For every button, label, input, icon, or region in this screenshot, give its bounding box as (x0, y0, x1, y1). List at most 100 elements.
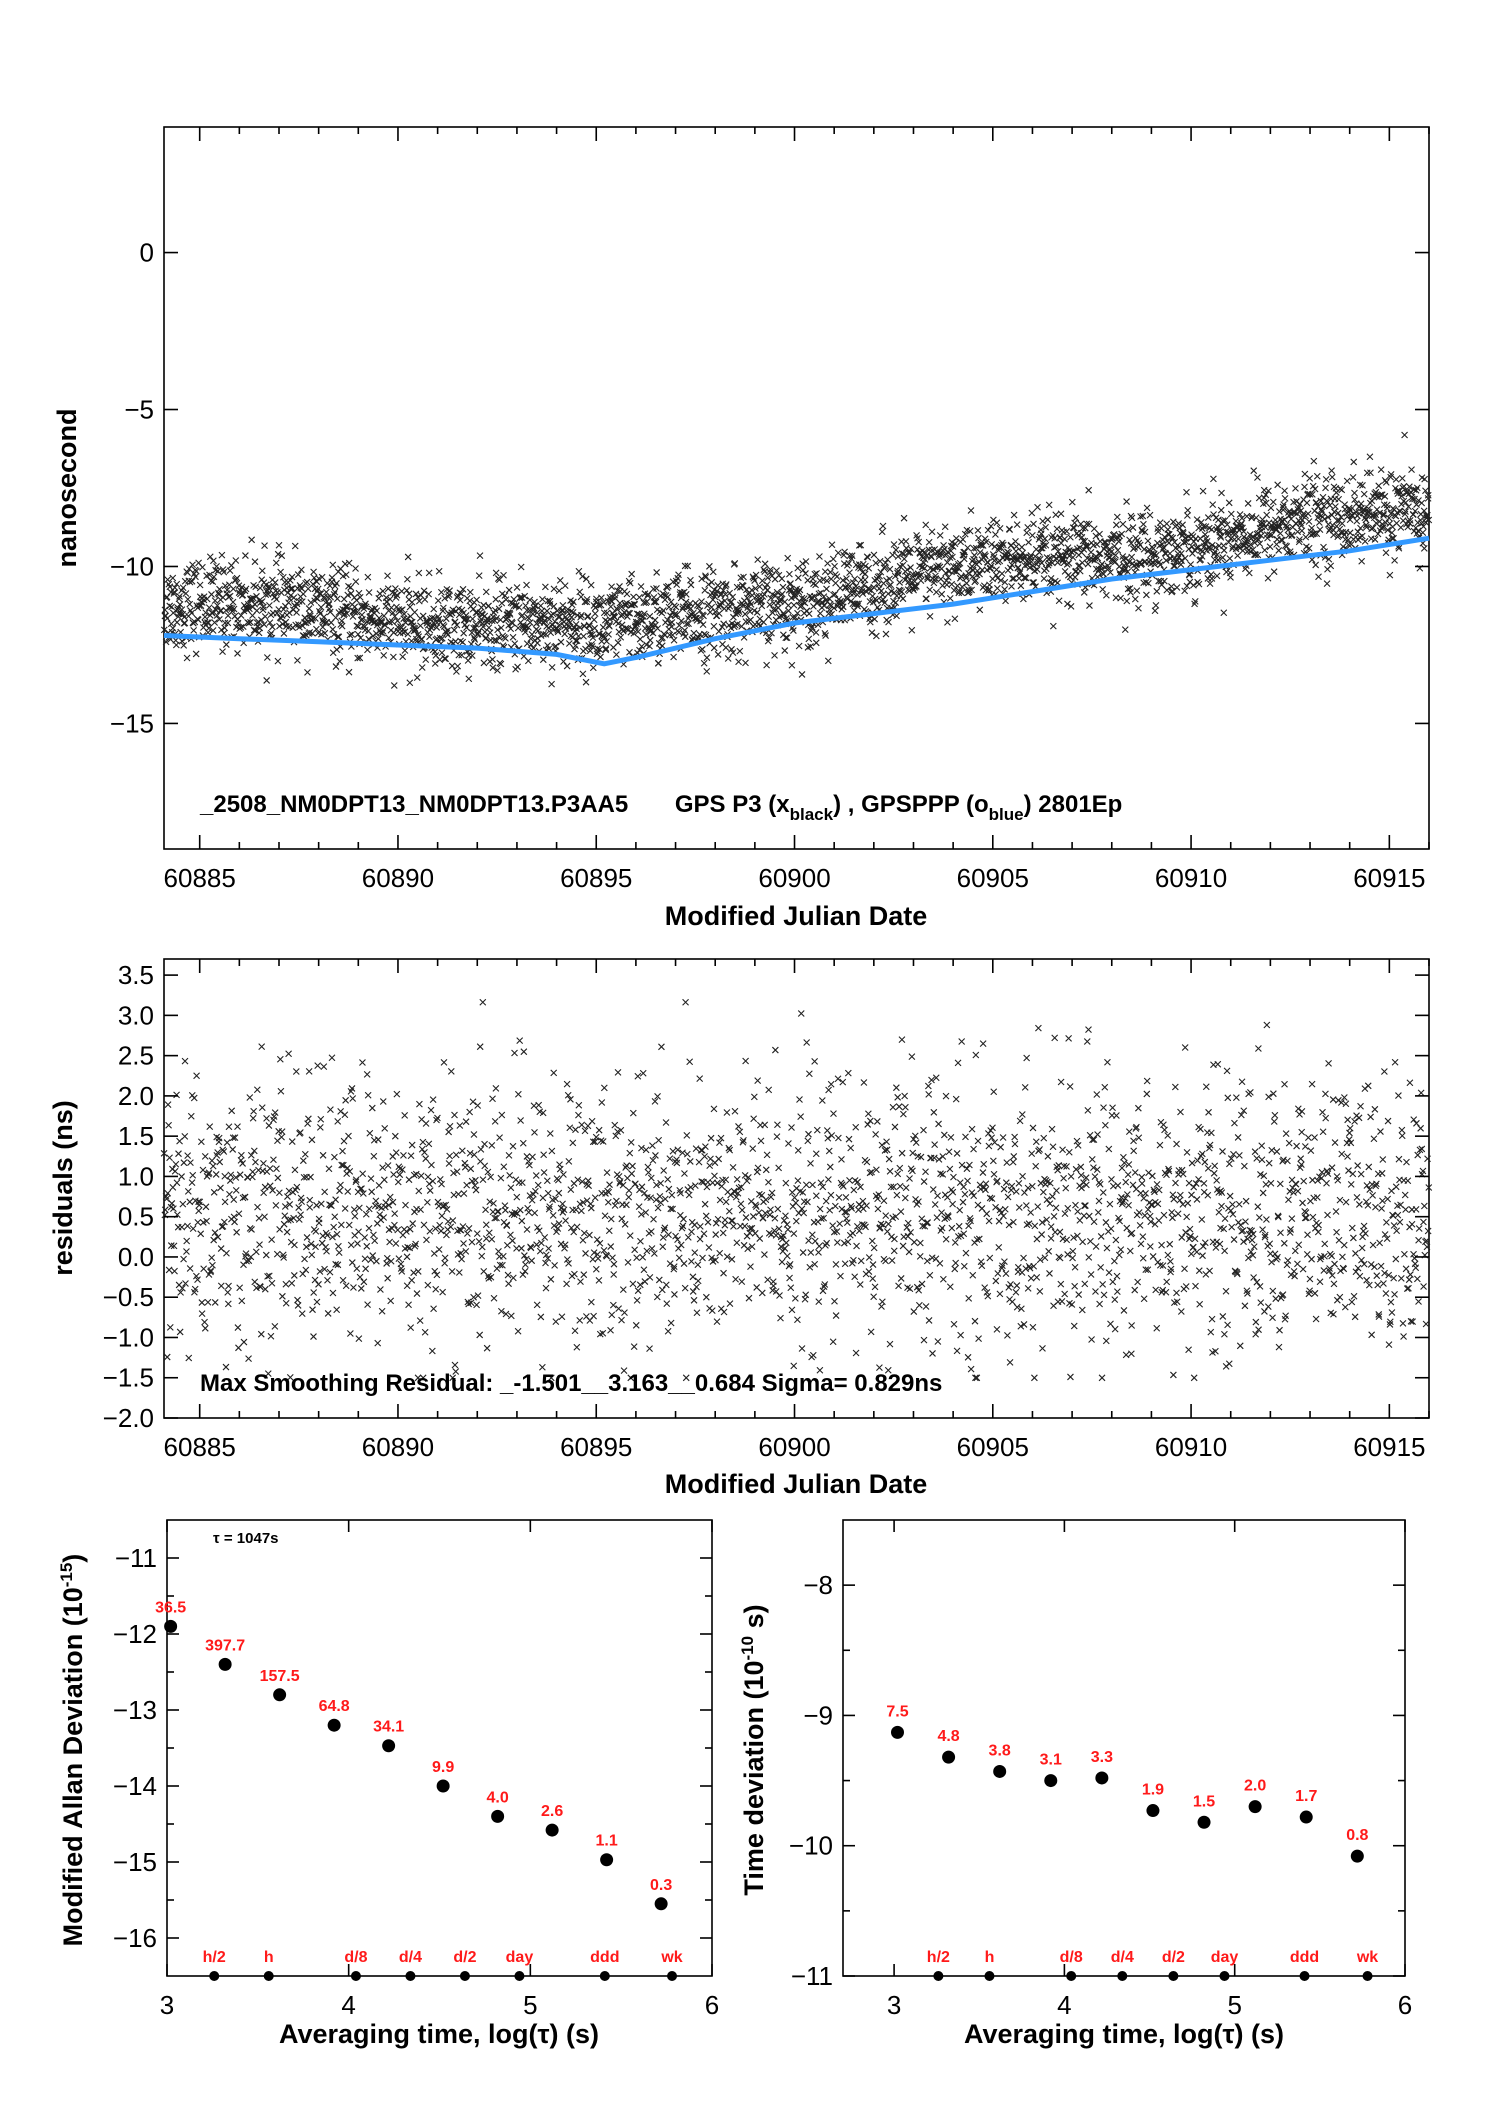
scatter-point (488, 617, 496, 625)
scatter-point (744, 1174, 752, 1181)
scatter-point (1144, 579, 1152, 587)
scatter-point (1256, 540, 1264, 548)
scatter-point (252, 1248, 260, 1256)
scatter-point (1315, 519, 1323, 526)
scatter-point (946, 594, 954, 602)
scatter-point (1170, 1371, 1177, 1379)
scatter-point (1362, 516, 1370, 524)
scatter-point (160, 626, 168, 634)
scatter-point (688, 1228, 695, 1236)
scatter-point (882, 630, 890, 638)
phase-scatter-series (160, 431, 1433, 689)
scatter-point (1041, 535, 1049, 543)
scatter-point (386, 595, 394, 603)
scatter-point (303, 1234, 311, 1241)
scatter-point (1363, 469, 1371, 477)
scatter-point (921, 548, 928, 556)
scatter-point (434, 597, 442, 605)
scatter-point (754, 1164, 762, 1172)
scatter-point (734, 1189, 742, 1197)
scatter-point (956, 574, 964, 582)
scatter-point (248, 1226, 255, 1233)
scatter-point (949, 1200, 957, 1208)
scatter-point (1009, 1218, 1017, 1226)
scatter-point (1379, 524, 1387, 531)
scatter-point (975, 534, 982, 542)
scatter-point (728, 1255, 736, 1263)
scatter-point (1156, 1141, 1164, 1149)
scatter-point (782, 1212, 789, 1220)
scatter-point (1009, 557, 1017, 565)
scatter-point (362, 1210, 370, 1218)
scatter-point (1158, 1241, 1165, 1249)
scatter-point (1124, 1171, 1132, 1178)
scatter-point (1239, 1227, 1247, 1235)
residuals-panel: 60885 60890 60895 60900 60905 60910 60915 3.53… (48, 958, 1433, 1499)
scatter-point (296, 582, 304, 589)
scatter-point (594, 1255, 602, 1262)
scatter-point (1321, 515, 1328, 523)
scatter-point (283, 1228, 291, 1236)
scatter-point (625, 609, 632, 617)
scatter-point (874, 1205, 882, 1213)
scatter-point (917, 1153, 925, 1161)
scatter-point (457, 590, 465, 597)
scatter-point (609, 1301, 617, 1309)
scatter-point (853, 1222, 861, 1230)
scatter-point (893, 1191, 901, 1199)
scatter-point (540, 1151, 548, 1159)
scatter-point (1027, 558, 1035, 566)
scatter-point (461, 1163, 469, 1171)
scatter-point (412, 1240, 420, 1248)
scatter-point (183, 1237, 191, 1245)
scatter-point (992, 531, 999, 538)
scatter-point (210, 1188, 218, 1196)
scatter-point (834, 549, 842, 557)
scatter-point (1037, 530, 1045, 538)
scatter-point (1019, 549, 1027, 557)
scatter-point (862, 562, 869, 570)
scatter-point (691, 1221, 698, 1229)
scatter-point (708, 1254, 716, 1262)
scatter-point (421, 1148, 428, 1156)
scatter-point (1246, 1088, 1254, 1096)
scatter-point (930, 1154, 938, 1162)
scatter-point (1261, 1308, 1268, 1315)
scatter-point (1036, 1146, 1043, 1153)
scatter-point (750, 1115, 758, 1123)
scatter-point (335, 633, 343, 641)
scatter-point (921, 556, 929, 563)
scatter-point (184, 595, 192, 603)
scatter-point (891, 1235, 898, 1243)
scatter-point (1183, 488, 1190, 496)
scatter-point (268, 1236, 276, 1244)
scatter-point (587, 1204, 595, 1212)
scatter-point (525, 1208, 533, 1216)
scatter-point (1385, 514, 1393, 522)
scatter-point (316, 1268, 324, 1275)
scatter-point (322, 588, 330, 596)
scatter-point (803, 1039, 811, 1046)
scatter-point (701, 1153, 709, 1160)
scatter-point (727, 598, 735, 606)
scatter-point (260, 1189, 268, 1197)
scatter-point (600, 1247, 608, 1254)
scatter-point (1039, 1345, 1046, 1352)
scatter-point (237, 612, 245, 619)
scatter-point (778, 1258, 786, 1266)
scatter-point (1241, 539, 1249, 547)
scatter-point (754, 556, 762, 564)
scatter-point (189, 1171, 197, 1179)
scatter-point (1056, 533, 1064, 541)
scatter-point (849, 1229, 857, 1237)
scatter-point (223, 586, 231, 594)
scatter-point (556, 621, 563, 629)
scatter-point (715, 627, 723, 635)
scatter-point (337, 1107, 345, 1115)
scatter-point (575, 567, 583, 575)
scatter-point (706, 1162, 714, 1169)
scatter-point (801, 599, 809, 607)
scatter-point (912, 583, 920, 590)
scatter-point (378, 1307, 386, 1315)
scatter-point (1269, 498, 1277, 506)
